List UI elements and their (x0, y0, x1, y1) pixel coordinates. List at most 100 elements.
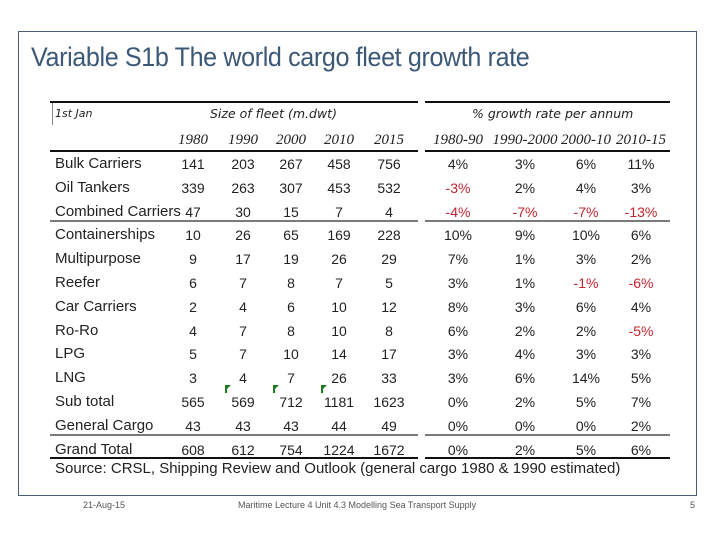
growth-cell: 3% (447, 275, 469, 291)
size-cell: 10 (185, 227, 201, 244)
row-label: Car Carriers (55, 297, 137, 315)
size-cell: 14 (331, 346, 347, 363)
growth-cell: 5% (575, 394, 597, 410)
row-label: Oil Tankers (55, 178, 130, 196)
source-note: Source: CRSL, Shipping Review and Outloo… (55, 460, 621, 477)
row-label: Containerships (55, 226, 156, 244)
size-cell: 8 (385, 322, 393, 339)
growth-cell: -4% (445, 203, 471, 220)
size-cell: 33 (381, 370, 397, 387)
growth-cell: 6% (447, 322, 469, 339)
row-label: LPG (55, 345, 86, 363)
header-bottom-rule-right (425, 150, 670, 152)
size-cell: 712 (279, 394, 303, 410)
growth-cell: -7% (573, 203, 599, 220)
row-label: Grand Total (55, 440, 133, 458)
size-cell: 10 (331, 298, 347, 315)
size-cell: 4 (385, 203, 393, 220)
table-bottom-rule-left (50, 457, 418, 459)
row-label: Combined Carriers (55, 202, 181, 220)
table-row: Oil Tankers 339 263 307 453 532 -3% 2% 4% 3% (0, 179, 720, 203)
growth-cell: 4% (575, 179, 597, 196)
size-cell: 43 (283, 417, 299, 434)
slide-frame (18, 31, 697, 496)
size-cell: 756 (377, 156, 401, 172)
size-cell: 19 (283, 251, 299, 268)
table-row: Reefer 6 7 8 7 5 3% 1% -1% -6% (0, 274, 720, 298)
footer-page-number: 5 (690, 500, 696, 510)
size-cell: 228 (377, 227, 401, 244)
growth-cell: 0% (447, 441, 469, 458)
size-cell: 8 (287, 322, 295, 339)
table-row: Car Carriers 2 4 6 10 12 8% 3% 6% 4% (0, 298, 720, 322)
table-row: Ro-Ro 4 7 8 10 8 6% 2% 2% -5% (0, 322, 720, 346)
growth-cell: 6% (514, 370, 536, 387)
growth-cell: 3% (630, 346, 652, 363)
size-column-header: 2010 (324, 132, 354, 148)
growth-cell: 3% (447, 346, 469, 363)
size-cell: 458 (327, 156, 351, 172)
growth-cell: -1% (573, 275, 599, 291)
growth-column-header: 2010-15 (616, 132, 666, 148)
size-cell: 1672 (373, 441, 405, 458)
growth-cell: 10% (443, 227, 473, 244)
size-cell: 17 (381, 346, 397, 363)
size-column-header: 1980 (178, 132, 208, 148)
size-cell: 29 (381, 251, 397, 268)
header-vertical-bar (52, 103, 53, 125)
growth-group-label: % growth rate per annum (472, 106, 634, 121)
table-row: LPG 5 7 10 14 17 3% 4% 3% 3% (0, 345, 720, 369)
growth-cell: 4% (630, 298, 652, 315)
cell-error-marker-icon (273, 385, 279, 393)
footer-title: Maritime Lecture 4 Unit 4.3 Modelling Se… (238, 500, 477, 510)
growth-cell: -3% (445, 179, 471, 196)
table-row: Multipurpose 9 17 19 26 29 7% 1% 3% 2% (0, 250, 720, 274)
cell-error-marker-icon (321, 385, 327, 393)
growth-cell: -6% (628, 275, 654, 291)
size-cell: 339 (181, 179, 205, 196)
growth-cell: 2% (514, 322, 536, 339)
table-row: LNG 3 4 7 26 33 3% 6% 14% 5% (0, 369, 720, 393)
header-bottom-rule-left (50, 150, 418, 152)
row-header-label: 1st Jan (55, 107, 93, 120)
growth-cell: 0% (447, 394, 469, 410)
size-cell: 65 (283, 227, 299, 244)
growth-cell: 0% (447, 417, 469, 434)
size-cell: 4 (239, 298, 247, 315)
growth-cell: 2% (630, 417, 652, 434)
row-label: Sub total (55, 393, 115, 410)
size-cell: 26 (331, 370, 347, 387)
size-cell: 10 (331, 322, 347, 339)
row-label: LNG (55, 369, 86, 387)
size-cell: 44 (331, 417, 347, 434)
row-label: Bulk Carriers (55, 155, 142, 172)
table-row: Combined Carriers 47 30 15 7 4 -4% -7% -7% -13% (0, 203, 720, 227)
growth-column-header: 1980-90 (433, 132, 483, 148)
growth-cell: 1% (514, 275, 536, 291)
growth-cell: 4% (514, 346, 536, 363)
growth-cell: 7% (447, 251, 469, 268)
size-cell: 608 (181, 441, 205, 458)
size-cell: 5 (189, 346, 197, 363)
growth-cell: 2% (514, 179, 536, 196)
size-cell: 4 (239, 370, 247, 387)
size-cell: 26 (235, 227, 251, 244)
table-row: Sub total 565 569 712 1181 1623 0% 2% 5% 7% (0, 393, 720, 417)
growth-cell: 3% (630, 179, 652, 196)
size-cell: 6 (189, 275, 197, 291)
growth-cell: 0% (575, 417, 597, 434)
table-top-rule-left (50, 101, 418, 103)
cell-error-marker-icon (225, 385, 231, 393)
size-cell: 754 (279, 441, 303, 458)
size-cell: 2 (189, 298, 197, 315)
slide-title: Variable S1b The world cargo fleet growt… (31, 42, 530, 72)
size-cell: 7 (335, 203, 343, 220)
growth-cell: 6% (575, 298, 597, 315)
growth-cell: 2% (514, 394, 536, 410)
growth-cell: 3% (447, 370, 469, 387)
growth-cell: 3% (575, 251, 597, 268)
size-cell: 9 (189, 251, 197, 268)
size-cell: 47 (185, 203, 201, 220)
table-bottom-rule-right (425, 457, 670, 459)
size-cell: 30 (235, 203, 251, 220)
